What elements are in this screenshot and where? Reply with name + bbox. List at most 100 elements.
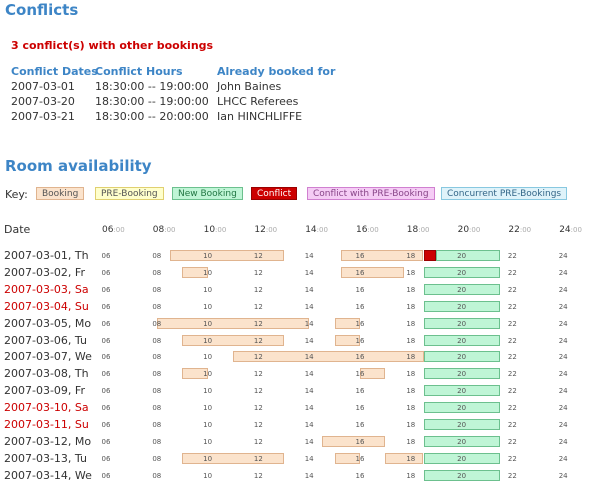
row-hour-label: 06 <box>101 252 111 260</box>
row-hour-label: 12 <box>253 319 263 328</box>
row-hour-label: 22 <box>507 302 517 311</box>
row-hour-label: 22 <box>507 285 517 294</box>
new-booking-bar[interactable] <box>423 419 500 430</box>
booking-bar[interactable] <box>169 250 284 261</box>
row-hour-label: 14 <box>304 454 314 463</box>
conflict-bar[interactable] <box>423 250 437 261</box>
row-hour-label: 10 <box>203 370 213 379</box>
row-hour-label: 10 <box>203 268 213 277</box>
new-booking-bar[interactable] <box>423 435 500 447</box>
row-hour-label: 14 <box>304 421 314 429</box>
hour-tick-label: 06 <box>102 225 114 235</box>
row-hour-label: 12 <box>253 336 263 345</box>
row-hour-label: 16 <box>355 404 365 413</box>
row-hour-label: 24 <box>558 268 568 277</box>
row-hour-label: 22 <box>507 252 517 260</box>
row-hour-label: 14 <box>304 336 314 345</box>
row-hour-label: 14 <box>304 437 314 446</box>
row-hour-label: 10 <box>203 437 213 446</box>
row-hour-label: 24 <box>558 319 568 328</box>
room-availability-title: Room availability <box>5 157 152 175</box>
row-hour-label: 06 <box>101 285 111 294</box>
hour-tick-label: 22 <box>508 225 520 235</box>
new-booking-bar[interactable] <box>423 368 500 380</box>
row-hour-label: 10 <box>203 387 213 396</box>
row-hour-label: 22 <box>507 387 517 396</box>
row-hour-label: 12 <box>253 302 263 311</box>
row-hour-label: 08 <box>152 454 162 463</box>
row-hour-label: 06 <box>101 387 111 396</box>
booking-bar[interactable] <box>340 250 424 261</box>
hour-tick-label: 24 <box>559 225 571 235</box>
row-hour-label: 08 <box>152 353 162 362</box>
booking-bar[interactable] <box>385 452 424 464</box>
new-booking-bar[interactable] <box>423 334 500 346</box>
day-row: 2007-03-04, Su 06 08 10 12 14 16 18 20 22 24 <box>0 299 600 316</box>
row-hour-label: 22 <box>507 471 517 480</box>
day-row: 2007-03-03, Sa 06 08 10 12 14 16 18 20 22 24 <box>0 282 600 299</box>
hour-tick-minutes: :00 <box>367 226 379 234</box>
booking-bar[interactable] <box>334 317 360 329</box>
booking-bar[interactable] <box>233 351 424 363</box>
row-hour-label: 14 <box>304 471 314 480</box>
key-new-booking: New Booking <box>172 187 243 200</box>
row-hour-label: 20 <box>457 370 467 379</box>
row-hour-label: 24 <box>558 252 568 260</box>
new-booking-bar[interactable] <box>423 266 500 278</box>
row-hour-label: 08 <box>152 471 162 480</box>
booking-bar[interactable] <box>182 266 208 278</box>
new-booking-bar[interactable] <box>423 283 500 295</box>
key-booking: Booking <box>36 187 85 200</box>
row-hour-label: 14 <box>304 252 314 260</box>
booking-bar[interactable] <box>360 368 386 380</box>
hour-tick-label: 20 <box>457 225 470 235</box>
row-hour-label: 20 <box>457 319 467 328</box>
row-hour-label: 16 <box>355 421 365 429</box>
key-conflict-pre-booking: Conflict with PRE-Booking <box>307 187 435 200</box>
conflict-count: 3 conflict(s) with other bookings <box>11 39 214 52</box>
new-booking-bar[interactable] <box>423 351 500 363</box>
row-hour-label: 16 <box>355 252 365 260</box>
row-hour-label: 16 <box>355 454 365 463</box>
hour-tick: 20:00 <box>458 225 481 235</box>
day-row: 2007-03-06, Tu 06 08 10 12 14 16 18 20 22 24 <box>0 333 600 350</box>
booking-bar[interactable] <box>182 452 284 464</box>
row-hour-label: 16 <box>355 370 365 379</box>
row-hour-label: 20 <box>457 336 467 345</box>
row-hour-label: 08 <box>152 268 162 277</box>
row-hour-label: 24 <box>558 421 568 429</box>
conflict-hours: 18:30:00 -- 19:00:00 <box>95 95 209 108</box>
hour-tick-label: 10 <box>203 225 216 235</box>
row-hour-label: 14 <box>304 319 314 328</box>
new-booking-bar[interactable] <box>423 402 500 414</box>
hour-tick-label: 18 <box>406 225 419 235</box>
new-booking-bar[interactable] <box>423 469 500 481</box>
row-hour-label: 24 <box>558 353 568 362</box>
key-concurrent-pre-bookings: Concurrent PRE-Bookings <box>441 187 568 200</box>
booking-bar[interactable] <box>321 435 386 447</box>
row-hour-label: 16 <box>355 319 365 328</box>
booking-bar[interactable] <box>334 452 360 464</box>
row-hour-label: 22 <box>507 404 517 413</box>
booking-bar[interactable] <box>334 334 360 346</box>
row-hour-label: 06 <box>101 437 111 446</box>
conflict-date: 2007-03-20 <box>11 95 75 108</box>
row-hour-label: 22 <box>507 353 517 362</box>
new-booking-bar[interactable] <box>436 250 500 261</box>
day-label: 2007-03-05, Mo <box>4 316 92 330</box>
new-booking-bar[interactable] <box>423 300 500 312</box>
row-hour-label: 24 <box>558 454 568 463</box>
new-booking-bar[interactable] <box>423 452 500 464</box>
hour-tick-minutes: :00 <box>418 226 430 234</box>
booking-bar[interactable] <box>182 368 208 380</box>
row-hour-label: 10 <box>203 353 213 362</box>
row-hour-label: 20 <box>457 252 467 260</box>
new-booking-bar[interactable] <box>423 385 500 397</box>
row-hour-label: 08 <box>152 285 162 294</box>
row-hour-label: 08 <box>152 370 162 379</box>
row-hour-label: 18 <box>406 285 416 294</box>
booking-bar[interactable] <box>182 334 284 346</box>
booking-bar[interactable] <box>156 317 310 329</box>
new-booking-bar[interactable] <box>423 317 500 329</box>
booking-bar[interactable] <box>340 266 405 278</box>
